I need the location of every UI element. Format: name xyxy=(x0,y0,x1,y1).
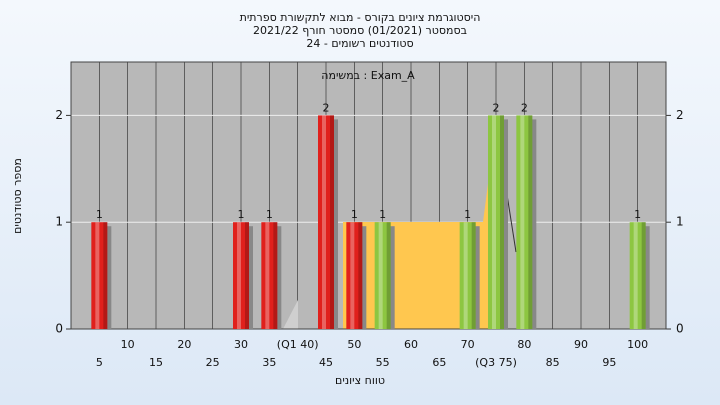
x-tick-label: 60 xyxy=(404,338,418,351)
bar xyxy=(346,222,363,329)
x-tick-label: 55 xyxy=(376,356,390,369)
bar-highlight xyxy=(350,222,355,329)
x-tick-label: 65 xyxy=(432,356,446,369)
x-tick-label: 90 xyxy=(574,338,588,351)
x-tick-label: 10 xyxy=(121,338,135,351)
bar-highlight xyxy=(237,222,241,329)
x-tick-label: 15 xyxy=(149,356,163,369)
y-axis-label: מספר סטודנטים xyxy=(11,158,24,234)
x-tick-label: 50 xyxy=(347,338,361,351)
decor-area xyxy=(283,300,298,329)
bar-highlight xyxy=(265,222,270,329)
value-label: 1 xyxy=(464,208,471,221)
x-tick-label: 85 xyxy=(546,356,560,369)
x-tick-label: 30 xyxy=(234,338,248,351)
x-tick-label: 100 xyxy=(627,338,648,351)
title-line: סטודנטים רשומים - 24 xyxy=(306,37,413,50)
title-line: היסטוגרמת ציונים בקורס - מבוא לתקשורת ספ… xyxy=(240,11,481,24)
y2-tick-label: 0 xyxy=(676,322,684,336)
x-tick-label: 5 xyxy=(96,356,103,369)
bar xyxy=(629,222,646,329)
value-label: 1 xyxy=(351,208,358,221)
bar-shade xyxy=(641,222,646,329)
bar-highlight xyxy=(492,115,496,330)
y2-tick-label: 2 xyxy=(676,108,684,122)
plot-border xyxy=(70,61,667,330)
x-tick-label: 20 xyxy=(177,338,191,351)
x-tick-label: 25 xyxy=(206,356,220,369)
bar-highlight xyxy=(95,222,100,329)
bar xyxy=(318,115,334,330)
bar xyxy=(516,115,533,330)
bar-shade xyxy=(386,222,391,329)
title-line: בסמסטר (01/2021) סמסטר חורף 2021/22 xyxy=(253,24,467,37)
x-tick-label: 45 xyxy=(319,356,333,369)
bar xyxy=(91,222,108,329)
y-tick-label: 0 xyxy=(55,322,63,336)
value-label: 2 xyxy=(493,101,500,114)
x-tick-label: 80 xyxy=(517,338,531,351)
bar-highlight xyxy=(378,222,383,329)
x-tick-label: (Q1 40) xyxy=(277,338,319,351)
value-label: 1 xyxy=(96,208,103,221)
value-label: 1 xyxy=(238,208,245,221)
x-tick-label: 70 xyxy=(461,338,475,351)
x-tick-label: 35 xyxy=(262,356,276,369)
bar-shade xyxy=(528,115,533,330)
bar xyxy=(459,222,476,329)
value-label: 2 xyxy=(323,101,330,114)
bar xyxy=(488,115,504,330)
bar xyxy=(374,222,391,329)
bar-shade xyxy=(471,222,476,329)
y2-tick-label: 1 xyxy=(676,215,684,229)
bar-shade xyxy=(103,222,108,329)
subtitle: במשימה : Exam_A xyxy=(321,69,415,82)
value-label: 1 xyxy=(379,208,386,221)
y-tick-label: 1 xyxy=(55,215,63,229)
bar-highlight xyxy=(520,115,525,330)
value-label: 1 xyxy=(266,208,273,221)
value-label: 1 xyxy=(634,208,641,221)
bar-shade xyxy=(330,115,334,330)
bar-highlight xyxy=(463,222,468,329)
bar-shade xyxy=(273,222,278,329)
x-axis-label: טווח ציונים xyxy=(335,374,385,387)
bar xyxy=(261,222,278,329)
bar xyxy=(233,222,249,329)
bar-shade xyxy=(358,222,363,329)
value-label: 2 xyxy=(521,101,528,114)
x-tick-label: (Q3 75) xyxy=(475,356,517,369)
bar-shade xyxy=(500,115,504,330)
x-tick-label: 95 xyxy=(602,356,616,369)
bar-shade xyxy=(245,222,249,329)
y-tick-label: 2 xyxy=(55,108,63,122)
bar-highlight xyxy=(322,115,326,330)
bar-highlight xyxy=(633,222,638,329)
